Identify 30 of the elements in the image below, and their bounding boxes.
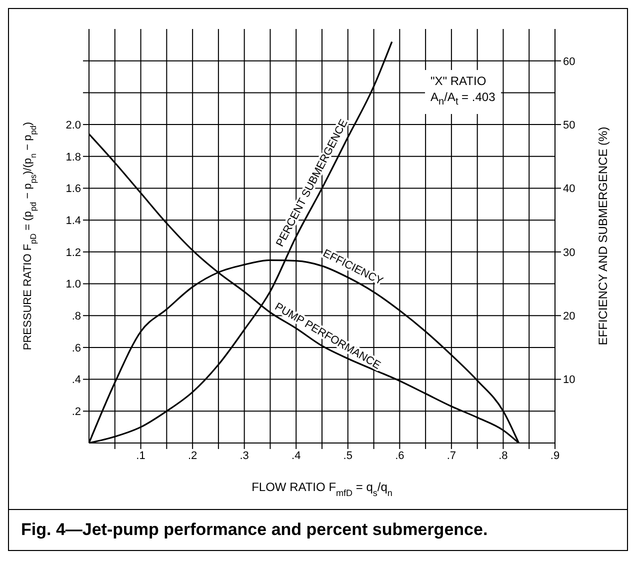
text: Fig. 4—Jet-pump performance and percent submergence. [9, 509, 627, 550]
y2-tick-label: 10 [563, 374, 576, 386]
y-tick-label: .8 [72, 310, 81, 323]
y2-tick-label: 20 [563, 310, 576, 323]
x-tick-label: .9 [550, 450, 560, 462]
y2-tick-label: 30 [563, 246, 576, 259]
y-tick-label: .2 [72, 406, 81, 418]
x-tick-label: .4 [292, 450, 301, 462]
y-tick-label: 1.4 [66, 214, 81, 227]
x-tick-label: .3 [240, 450, 249, 462]
y2-axis-title: EFFICIENCY AND SUBMERGENCE (%) [596, 126, 610, 346]
y-tick-label: .6 [72, 342, 81, 354]
x-tick-label: .6 [395, 450, 404, 462]
y-tick-label: 1.0 [66, 278, 81, 291]
y-tick-label: 1.2 [66, 246, 81, 259]
x-tick-label: .8 [498, 450, 508, 462]
y2-tick-label: 60 [563, 56, 576, 68]
y-tick-label: .4 [72, 374, 81, 386]
annotation: A$_{n}$/A$_{t}$ = .403 [430, 89, 496, 110]
x-tick-label: .1 [136, 450, 146, 462]
y2-tick-label: 50 [563, 119, 576, 132]
y-tick-label: 2.0 [66, 119, 81, 132]
x-tick-label: .5 [343, 450, 352, 462]
x-tick-label: .7 [446, 450, 456, 462]
x-tick-label: .2 [188, 450, 198, 462]
y-tick-label: 1.6 [66, 183, 81, 196]
x-axis-title: FLOW RATIO F$_{mfD}$ = q$_{s}$/q$_{n}$ [252, 480, 392, 498]
annotation: "X" RATIO [430, 73, 488, 90]
y-tick-label: 1.8 [66, 151, 81, 164]
y2-tick-label: 40 [563, 183, 576, 196]
